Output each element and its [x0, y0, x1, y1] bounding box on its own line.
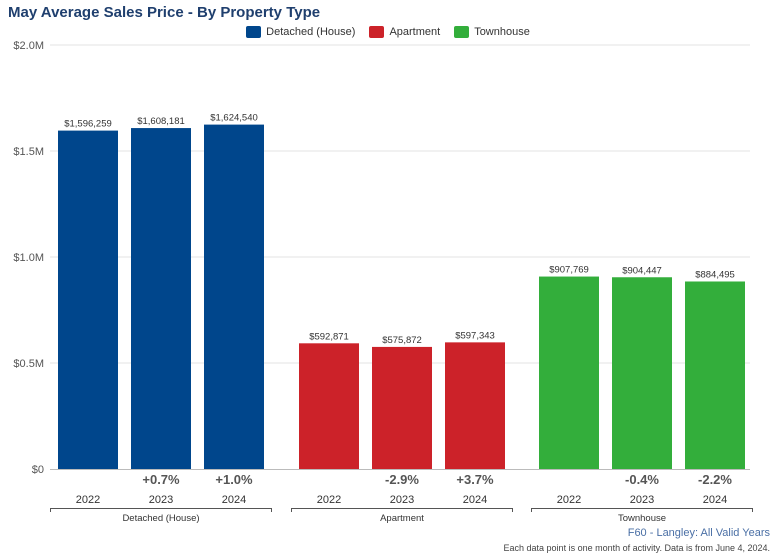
change-label: -0.4%: [625, 472, 659, 487]
source-note: F60 - Langley: All Valid Years: [627, 527, 770, 539]
y-tick-label: $1.5M: [13, 146, 44, 158]
bar: [445, 342, 505, 469]
group-label: Apartment: [380, 513, 424, 524]
y-tick-label: $1.0M: [13, 252, 44, 264]
legend-swatch-apartment: [369, 26, 385, 38]
bar: [204, 124, 264, 469]
legend-swatch-detached: [246, 26, 262, 38]
y-tick-label: $2.0M: [13, 40, 44, 52]
data-label: $592,871: [309, 331, 349, 342]
legend-label-townhouse: Townhouse: [474, 26, 530, 38]
legend-item-townhouse[interactable]: Townhouse: [454, 24, 530, 40]
x-tick-label: 2023: [149, 494, 173, 506]
bar: [372, 346, 432, 469]
bar: [131, 128, 191, 470]
change-label: +1.0%: [215, 472, 253, 487]
legend: Detached (House) Apartment Townhouse: [0, 24, 776, 40]
bar: [299, 343, 359, 469]
data-label: $907,769: [549, 265, 589, 276]
legend-item-detached[interactable]: Detached (House): [246, 24, 355, 40]
y-tick-label: $0: [32, 464, 44, 476]
data-label: $884,495: [695, 269, 735, 280]
x-tick-label: 2024: [222, 494, 246, 506]
chart-title: May Average Sales Price - By Property Ty…: [8, 4, 321, 21]
data-label: $904,447: [622, 265, 662, 276]
x-tick-label: 2022: [317, 494, 341, 506]
x-tick-label: 2023: [630, 494, 654, 506]
data-label: $575,872: [382, 335, 422, 346]
data-note: Each data point is one month of activity…: [503, 543, 770, 553]
group-label: Townhouse: [618, 513, 666, 524]
x-tick-label: 2024: [463, 494, 487, 506]
x-tick-label: 2022: [557, 494, 581, 506]
legend-swatch-townhouse: [454, 26, 470, 38]
x-tick-label: 2024: [703, 494, 727, 506]
legend-item-apartment[interactable]: Apartment: [369, 24, 440, 40]
change-label: +3.7%: [456, 472, 494, 487]
change-label: +0.7%: [142, 472, 180, 487]
data-label: $1,596,259: [64, 119, 112, 130]
data-label: $1,624,540: [210, 113, 258, 124]
bar: [58, 130, 118, 470]
legend-label-detached: Detached (House): [266, 26, 356, 38]
data-label: $1,608,181: [137, 116, 185, 127]
bar: [612, 277, 672, 469]
bar: [539, 276, 599, 469]
bar: [685, 281, 745, 469]
x-tick-label: 2022: [76, 494, 100, 506]
group-label: Detached (House): [122, 513, 199, 524]
change-label: -2.2%: [698, 472, 732, 487]
y-tick-label: $0.5M: [13, 358, 44, 370]
change-label: -2.9%: [385, 472, 419, 487]
x-tick-label: 2023: [390, 494, 414, 506]
legend-label-apartment: Apartment: [389, 26, 441, 38]
data-label: $597,343: [455, 330, 495, 341]
